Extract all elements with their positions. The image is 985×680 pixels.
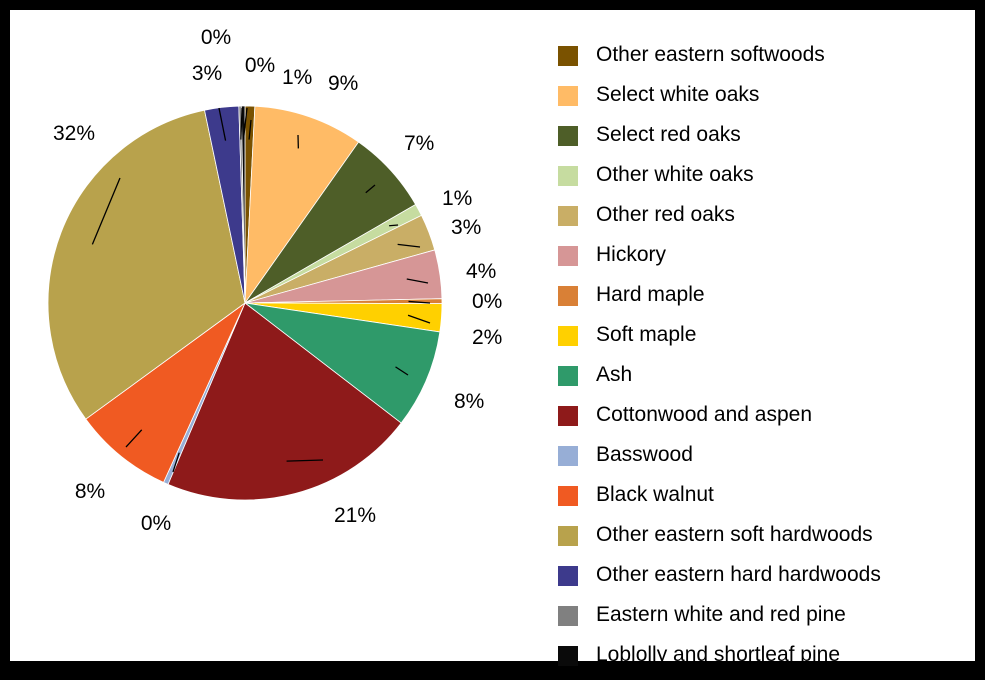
percent-label: 32% xyxy=(53,122,95,145)
legend-swatch xyxy=(558,126,578,146)
legend-swatch xyxy=(558,246,578,266)
legend-label: Loblolly and shortleaf pine xyxy=(596,640,840,670)
legend-swatch xyxy=(558,406,578,426)
chart-frame: 1% 9% 7% 1% 3% 4% 0% 2% 8% 21% 0% 8% 32% 3% 0% 0% Other… xyxy=(10,10,975,661)
legend-swatch xyxy=(558,526,578,546)
percent-label: 1% xyxy=(282,66,312,89)
percent-label: 0% xyxy=(141,512,171,535)
legend-swatch xyxy=(558,606,578,626)
legend-swatch xyxy=(558,366,578,386)
legend-label: Hickory xyxy=(596,240,666,270)
legend-label: Basswood xyxy=(596,440,693,470)
legend-label: Soft maple xyxy=(596,320,696,350)
percent-label: 0% xyxy=(201,26,231,49)
legend-label: Other white oaks xyxy=(596,160,754,190)
percent-label: 9% xyxy=(328,72,358,95)
legend-swatch xyxy=(558,46,578,66)
percent-label: 1% xyxy=(442,187,472,210)
legend-swatch xyxy=(558,646,578,666)
pie-slices xyxy=(48,106,442,500)
legend-label: Other red oaks xyxy=(596,200,735,230)
legend-label: Eastern white and red pine xyxy=(596,600,846,630)
legend-swatch xyxy=(558,166,578,186)
legend-swatch xyxy=(558,486,578,506)
legend-swatch xyxy=(558,566,578,586)
percent-label: 8% xyxy=(454,390,484,413)
percent-label: 4% xyxy=(466,260,496,283)
percent-label: 2% xyxy=(472,326,502,349)
percent-label: 0% xyxy=(245,54,275,77)
legend-label: Select white oaks xyxy=(596,80,759,110)
percent-label: 21% xyxy=(334,504,376,527)
legend-label: Select red oaks xyxy=(596,120,741,150)
percent-label: 8% xyxy=(75,480,105,503)
percent-label: 7% xyxy=(404,132,434,155)
legend-label: Ash xyxy=(596,360,632,390)
legend-swatch xyxy=(558,286,578,306)
legend-label: Cottonwood and aspen xyxy=(596,400,812,430)
legend-swatch xyxy=(558,326,578,346)
legend-swatch xyxy=(558,446,578,466)
percent-label: 3% xyxy=(192,62,222,85)
legend-label: Other eastern soft hardwoods xyxy=(596,520,873,550)
percent-label: 0% xyxy=(472,290,502,313)
legend-label: Other eastern hard hardwoods xyxy=(596,560,881,590)
leader-line xyxy=(389,225,398,226)
legend-label: Hard maple xyxy=(596,280,705,310)
legend-swatch xyxy=(558,86,578,106)
legend-label: Other eastern softwoods xyxy=(596,40,825,70)
legend-label: Black walnut xyxy=(596,480,714,510)
legend-swatch xyxy=(558,206,578,226)
percent-label: 3% xyxy=(451,216,481,239)
